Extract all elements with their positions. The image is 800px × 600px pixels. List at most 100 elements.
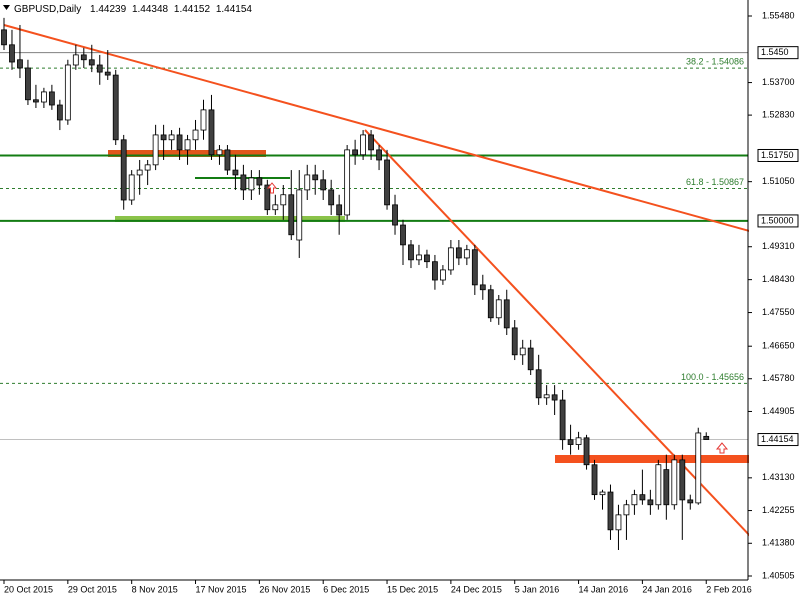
- candle-body: [272, 204, 279, 211]
- y-tick-label: 1.41380: [762, 538, 795, 548]
- candle-body: [408, 244, 414, 261]
- x-tick-label: 26 Nov 2015: [259, 584, 310, 594]
- candle-body: [631, 494, 638, 506]
- candle-body: [240, 174, 247, 191]
- y-tick-label: 1.52830: [762, 109, 795, 119]
- open-value: 1.44239: [90, 4, 127, 15]
- candle-body: [280, 194, 287, 206]
- y-tick-label: 1.42255: [762, 505, 795, 515]
- candle-body: [232, 169, 239, 176]
- candle-body: [416, 254, 422, 261]
- fib-label: 100.0 - 1.45656: [681, 372, 744, 382]
- candle-body: [479, 284, 486, 291]
- level-label: 1.51750: [761, 150, 794, 160]
- trend-line: [364, 129, 791, 579]
- candle-body: [152, 134, 159, 166]
- candle-body: [655, 464, 662, 506]
- y-tick-label: 1.46650: [762, 341, 795, 351]
- candle-body: [184, 139, 191, 151]
- level-label: 1.5450: [761, 47, 789, 57]
- candle-body: [647, 499, 654, 506]
- candle-body: [671, 459, 678, 506]
- candle-body: [304, 174, 311, 191]
- candle-body: [583, 437, 590, 466]
- candle-body: [455, 247, 462, 259]
- candle-body: [495, 299, 502, 319]
- x-tick-label: 24 Dec 2015: [451, 584, 502, 594]
- candle-body: [96, 64, 103, 73]
- candle-body: [543, 394, 550, 399]
- x-tick-label: 5 Jan 2016: [515, 584, 560, 594]
- resistance-zone: [108, 150, 266, 157]
- fib-label: 61.8 - 1.50867: [686, 177, 744, 187]
- current-price-label: 1.44154: [761, 434, 794, 444]
- candle-body: [200, 109, 207, 131]
- candle-body: [264, 184, 271, 211]
- candle-body: [607, 491, 614, 531]
- candle-body: [224, 149, 231, 171]
- level-box: [757, 46, 799, 60]
- symbol: GBPUSD,Daily: [14, 4, 81, 15]
- candle-body: [72, 54, 79, 66]
- x-tick-label: 20 Oct 2015: [4, 584, 53, 594]
- candle-body: [9, 44, 15, 63]
- candle-body: [336, 204, 343, 216]
- high-value: 1.44348: [132, 4, 169, 15]
- candle-body: [376, 149, 382, 161]
- candle-body: [80, 54, 87, 61]
- candle-body: [432, 261, 438, 281]
- candle-body: [463, 249, 470, 259]
- candle-body: [208, 109, 215, 156]
- y-tick-label: 1.43130: [762, 472, 795, 482]
- up-arrow: [715, 442, 729, 454]
- candle-body: [599, 491, 606, 496]
- candle-body: [328, 189, 335, 206]
- level-box: [757, 214, 799, 228]
- candle-body: [551, 394, 558, 401]
- candle-body: [320, 179, 327, 191]
- candle-body: [519, 347, 526, 356]
- candle-body: [559, 399, 566, 441]
- low-value: 1.44152: [174, 4, 211, 15]
- candle-body: [487, 289, 494, 319]
- x-tick-label: 14 Jan 2016: [579, 584, 629, 594]
- chart-header: GBPUSD,Daily 1.44239 1.44348 1.44152 1.4…: [14, 4, 252, 15]
- candle-body: [695, 432, 702, 504]
- candle-body: [176, 134, 183, 151]
- menu-arrow: [3, 5, 10, 10]
- candle-body: [56, 104, 63, 121]
- candle-body: [160, 134, 167, 141]
- candle-body: [256, 177, 263, 186]
- x-tick-label: 17 Nov 2015: [196, 584, 247, 594]
- y-tick-label: 1.49310: [762, 241, 795, 251]
- candle-body: [192, 129, 199, 141]
- candle-body: [288, 194, 295, 236]
- candle-body: [447, 247, 454, 271]
- candle-body: [296, 189, 303, 241]
- fib-label: 38.2 - 1.54086: [686, 57, 744, 67]
- current-price-box: [757, 433, 799, 447]
- up-arrow: [266, 182, 278, 194]
- close-value: 1.44154: [216, 4, 253, 15]
- candle-body: [33, 99, 39, 103]
- candle-body: [471, 249, 478, 286]
- candle-body: [25, 67, 31, 101]
- candle-body: [384, 159, 390, 206]
- candle-body: [535, 369, 542, 399]
- candle-body: [64, 64, 71, 121]
- support-zone: [115, 216, 345, 222]
- candle-body: [439, 269, 446, 281]
- candle-body: [527, 347, 534, 371]
- candle-body: [248, 177, 255, 191]
- candle-body: [424, 254, 430, 263]
- candle-body: [352, 149, 359, 156]
- y-tick-label: 1.55480: [762, 10, 795, 20]
- candle-body: [687, 499, 694, 504]
- y-tick-label: 1.44905: [762, 406, 795, 416]
- x-tick-label: 6 Dec 2015: [323, 584, 369, 594]
- candle-body: [615, 514, 622, 531]
- x-tick-label: 29 Oct 2015: [68, 584, 117, 594]
- candle-body: [639, 494, 646, 501]
